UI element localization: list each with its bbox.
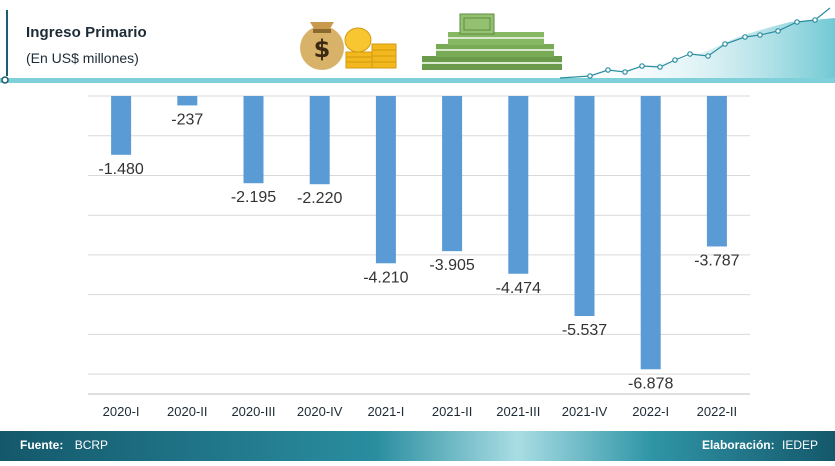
footer-credit: Elaboración: IEDEP [702, 438, 818, 452]
cash-stack-icon [422, 13, 562, 70]
grid-lines [88, 95, 750, 395]
bar-2021-II [442, 96, 463, 252]
data-label-2020-III: -2.195 [231, 189, 276, 206]
coin-stack-icon [344, 27, 397, 69]
tick-label-2021-II: 2021-II [432, 404, 472, 419]
data-label-2020-IV: -2.220 [297, 190, 342, 207]
tick-label-2020-II: 2020-II [167, 404, 207, 419]
bar-2022-I [640, 96, 661, 370]
tick-label-2020-I: 2020-I [103, 404, 140, 419]
bar-2020-II [177, 96, 198, 106]
footer-credit-label: Elaboración: [701, 438, 775, 452]
footer-source-label: Fuente: [20, 438, 64, 452]
header-decoration: $ [0, 7, 835, 84]
data-label-2021-II: -3.905 [429, 257, 474, 274]
footer-credit-value: IEDEP [781, 438, 818, 452]
tick-label-2022-II: 2022-II [697, 404, 737, 419]
bar-2021-I [375, 96, 396, 264]
header-banner: $ Ingreso Primario (En US$ millones) [0, 0, 835, 90]
data-label-2021-III: -4.474 [496, 280, 541, 297]
chart-subtitle: (En US$ millones) [26, 50, 139, 66]
growth-line-icon [559, 7, 831, 79]
data-label-2022-II: -3.787 [694, 252, 739, 269]
data-label-2022-I: -6.878 [628, 375, 673, 392]
bar-2021-III [508, 96, 529, 274]
svg-text:$: $ [314, 35, 331, 63]
header-baseline [0, 78, 835, 83]
x-axis-ticks: 2020-I 2020-II 2020-III 2020-IV 2021-I 2021-I… [103, 404, 737, 419]
tick-label-2021-IV: 2021-IV [562, 404, 608, 419]
bar-2020-III [243, 96, 264, 184]
bar-2020-I [111, 96, 132, 155]
data-label-2021-IV: -5.537 [562, 322, 607, 339]
title-box: Ingreso Primario (En US$ millones) [6, 10, 168, 76]
tick-label-2020-III: 2020-III [231, 404, 275, 419]
money-bag-icon: $ [300, 22, 344, 70]
data-labels: -1.480 -237 -2.195 -2.220 -4.210 -3.905 -4.474… [98, 111, 739, 392]
data-label-2021-I: -4.210 [363, 269, 408, 286]
tick-label-2021-III: 2021-III [496, 404, 540, 419]
bar-2021-IV [574, 96, 595, 317]
bars [111, 96, 727, 370]
tick-label-2020-IV: 2020-IV [297, 404, 343, 419]
data-label-2020-I: -1.480 [98, 161, 143, 178]
footer-source-value: BCRP [74, 438, 109, 452]
tick-label-2021-I: 2021-I [367, 404, 404, 419]
chart-title: Ingreso Primario [26, 24, 147, 41]
bar-2020-IV [309, 96, 330, 185]
tick-label-2022-I: 2022-I [632, 404, 669, 419]
data-label-2020-II: -237 [171, 111, 203, 128]
footer-background [0, 431, 835, 461]
bar-2022-II [706, 96, 727, 247]
footer-bar [0, 431, 835, 461]
footer-source: Fuente: BCRP [20, 438, 108, 452]
